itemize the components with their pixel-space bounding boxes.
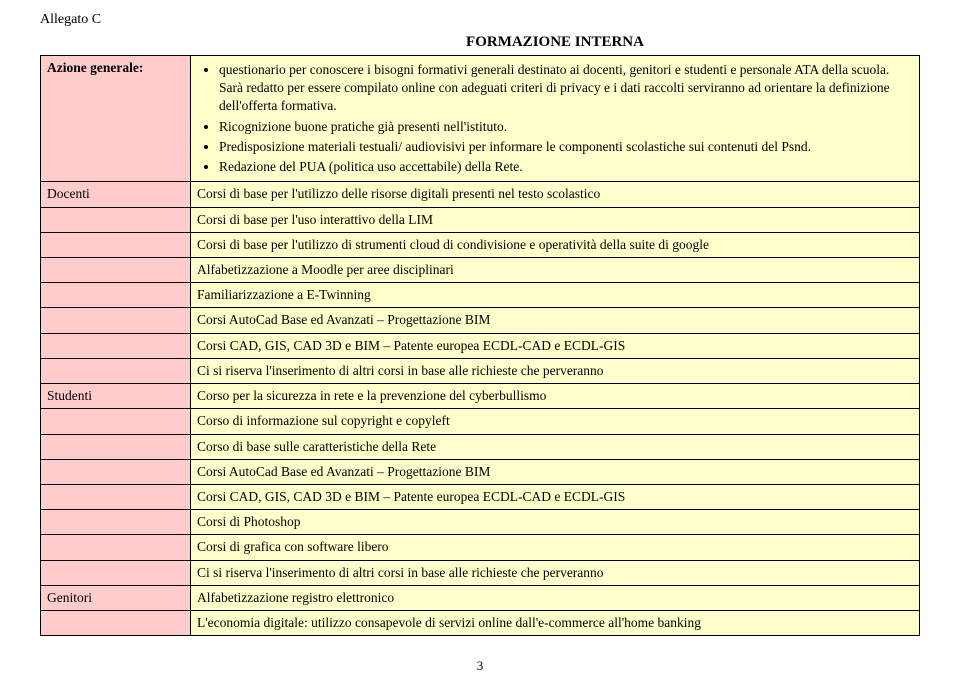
section-label-genitori: Genitori (41, 585, 191, 610)
empty-label (41, 459, 191, 484)
azione-bullet: questionario per conoscere i bisogni for… (219, 61, 913, 116)
table-row: L'economia digitale: utilizzo consapevol… (191, 611, 920, 636)
empty-label (41, 358, 191, 383)
empty-label (41, 611, 191, 636)
table-row: Ci si riserva l'inserimento di altri cor… (191, 358, 920, 383)
azione-generale-label: Azione generale: (41, 56, 191, 182)
empty-label (41, 283, 191, 308)
table-row: Corsi AutoCad Base ed Avanzati – Progett… (191, 459, 920, 484)
azione-bullet: Ricognizione buone pratiche già presenti… (219, 118, 913, 136)
table-row: Ci si riserva l'inserimento di altri cor… (191, 560, 920, 585)
empty-label (41, 333, 191, 358)
empty-label (41, 510, 191, 535)
table-row: Corsi di base per l'utilizzo delle risor… (191, 182, 920, 207)
table-row: Corso di informazione sul copyright e co… (191, 409, 920, 434)
empty-label (41, 434, 191, 459)
empty-label (41, 409, 191, 434)
table-row: Corsi CAD, GIS, CAD 3D e BIM – Patente e… (191, 333, 920, 358)
table-row: Corsi di base per l'uso interattivo dell… (191, 207, 920, 232)
empty-label (41, 484, 191, 509)
section-label-studenti: Studenti (41, 384, 191, 409)
empty-label (41, 232, 191, 257)
table-row: Corso di base sulle caratteristiche dell… (191, 434, 920, 459)
empty-label (41, 257, 191, 282)
table-row: Corsi di grafica con software libero (191, 535, 920, 560)
azione-bullets: questionario per conoscere i bisogni for… (197, 61, 913, 176)
formazione-table: Azione generale: questionario per conosc… (40, 55, 920, 636)
table-row: Alfabetizzazione a Moodle per aree disci… (191, 257, 920, 282)
empty-label (41, 207, 191, 232)
table-row: Corsi di base per l'utilizzo di strument… (191, 232, 920, 257)
table-row: Corsi CAD, GIS, CAD 3D e BIM – Patente e… (191, 484, 920, 509)
page-title: FORMAZIONE INTERNA (190, 34, 920, 51)
page-number: 3 (477, 658, 484, 674)
table-row: Corso per la sicurezza in rete e la prev… (191, 384, 920, 409)
empty-label (41, 535, 191, 560)
azione-bullet: Redazione del PUA (politica uso accettab… (219, 158, 913, 176)
azione-bullet: Predisposizione materiali testuali/ audi… (219, 138, 913, 156)
empty-label (41, 308, 191, 333)
empty-label (41, 560, 191, 585)
table-row: Corsi di Photoshop (191, 510, 920, 535)
table-row: Corsi AutoCad Base ed Avanzati – Progett… (191, 308, 920, 333)
table-row: Alfabetizzazione registro elettronico (191, 585, 920, 610)
allegato-header: Allegato C (40, 12, 920, 28)
section-label-docenti: Docenti (41, 182, 191, 207)
table-row: Familiarizzazione a E-Twinning (191, 283, 920, 308)
azione-generale-content: questionario per conoscere i bisogni for… (191, 56, 920, 182)
